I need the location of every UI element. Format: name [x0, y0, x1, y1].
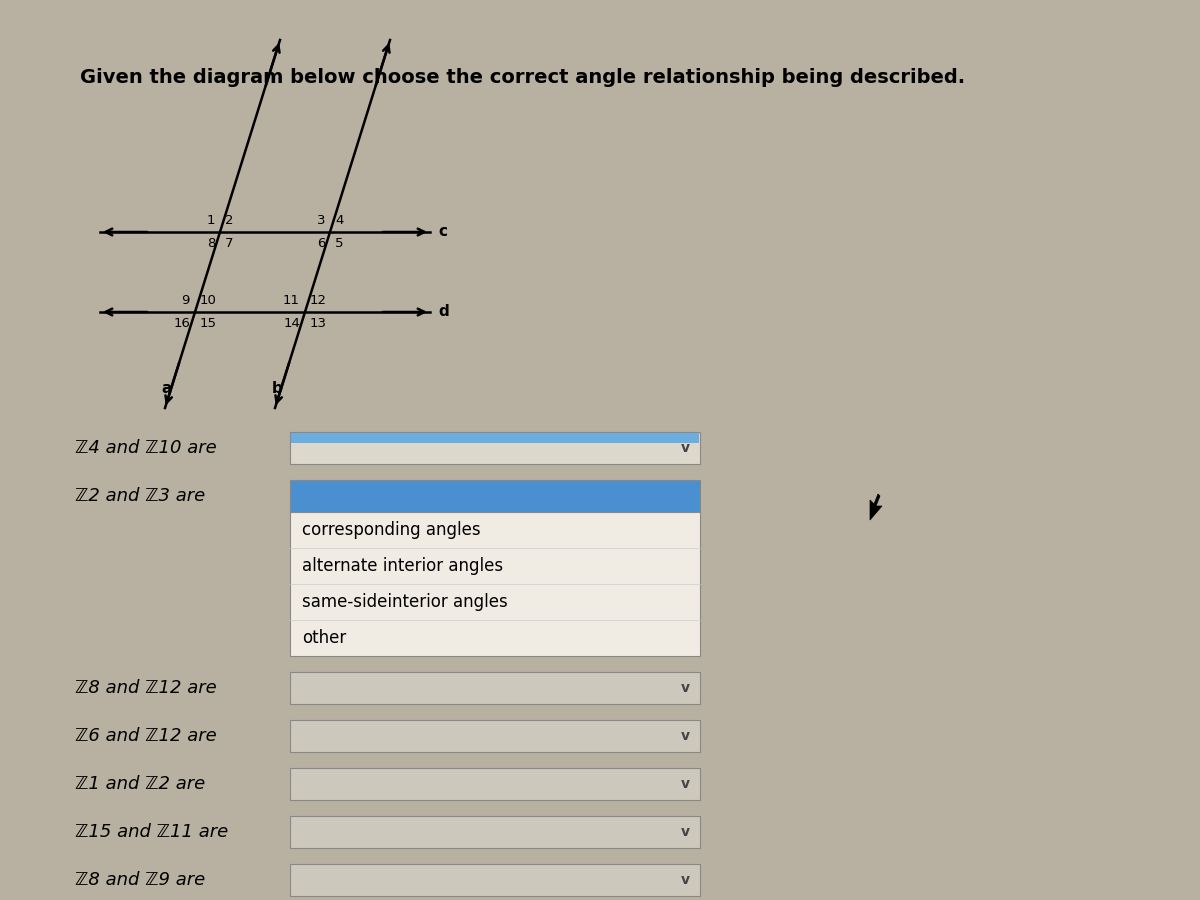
- Bar: [290, 864, 700, 896]
- Bar: [290, 768, 700, 800]
- Text: 5: 5: [335, 237, 343, 250]
- Text: ℤ15 and ℤ11 are: ℤ15 and ℤ11 are: [74, 823, 228, 841]
- Text: v: v: [682, 777, 690, 791]
- Text: 2: 2: [226, 214, 234, 227]
- Text: d: d: [438, 304, 449, 320]
- Text: 12: 12: [310, 294, 326, 307]
- Text: b: b: [271, 381, 282, 396]
- Text: 6: 6: [317, 237, 325, 250]
- Text: Given the diagram below choose the correct angle relationship being described.: Given the diagram below choose the corre…: [80, 68, 965, 87]
- Text: 3: 3: [317, 214, 325, 227]
- Text: c: c: [438, 224, 446, 239]
- Text: 11: 11: [283, 294, 300, 307]
- Text: alternate interior angles: alternate interior angles: [302, 557, 503, 575]
- Text: 8: 8: [206, 237, 215, 250]
- Text: v: v: [682, 825, 690, 839]
- Text: ℤ4 and ℤ10 are: ℤ4 and ℤ10 are: [74, 439, 217, 457]
- Text: ℤ1 and ℤ2 are: ℤ1 and ℤ2 are: [74, 775, 205, 793]
- Text: 1: 1: [206, 214, 215, 227]
- Text: v: v: [682, 441, 690, 455]
- Text: ℤ6 and ℤ12 are: ℤ6 and ℤ12 are: [74, 727, 217, 745]
- Text: 7: 7: [226, 237, 234, 250]
- Text: 14: 14: [283, 317, 300, 330]
- Text: v: v: [682, 729, 690, 743]
- Bar: [290, 480, 700, 512]
- Bar: [290, 512, 700, 656]
- FancyBboxPatch shape: [290, 432, 700, 464]
- Text: 10: 10: [200, 294, 217, 307]
- Bar: [290, 672, 700, 704]
- Text: same-side​interior angles: same-side​interior angles: [302, 593, 508, 611]
- Text: ℤ2 and ℤ3 are: ℤ2 and ℤ3 are: [74, 487, 205, 505]
- Text: ℤ8 and ℤ9 are: ℤ8 and ℤ9 are: [74, 871, 205, 889]
- Text: 13: 13: [310, 317, 326, 330]
- Text: 16: 16: [173, 317, 190, 330]
- Text: 9: 9: [181, 294, 190, 307]
- Text: corresponding angles: corresponding angles: [302, 521, 481, 539]
- Bar: [290, 816, 700, 848]
- Text: a: a: [162, 381, 172, 396]
- Bar: [290, 720, 700, 752]
- Text: 4: 4: [335, 214, 343, 227]
- Text: 15: 15: [200, 317, 217, 330]
- Text: ℤ8 and ℤ12 are: ℤ8 and ℤ12 are: [74, 679, 217, 697]
- Polygon shape: [870, 494, 882, 520]
- Text: other: other: [302, 629, 347, 647]
- Text: v: v: [682, 681, 690, 695]
- Text: v: v: [682, 873, 690, 887]
- Bar: [292, 433, 698, 443]
